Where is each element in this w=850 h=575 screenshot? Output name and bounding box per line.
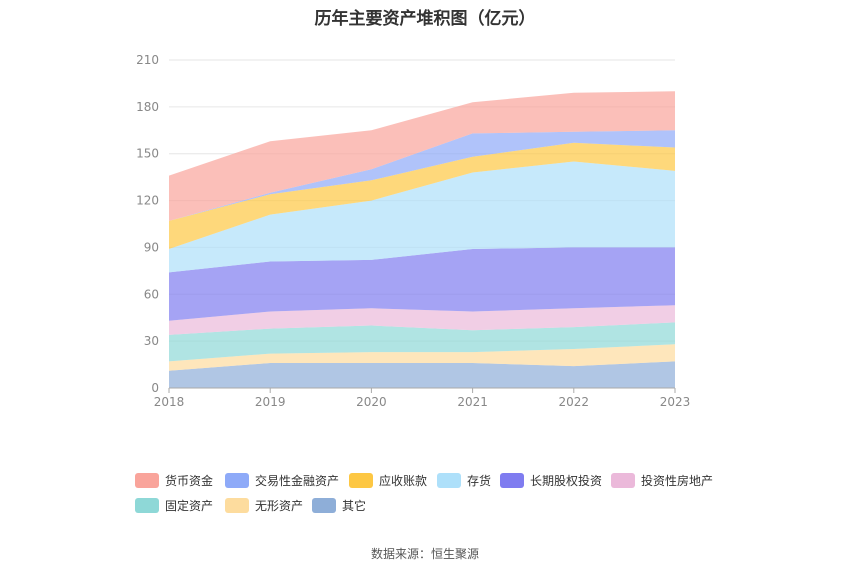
- legend-item-0[interactable]: 货币资金: [135, 472, 213, 489]
- area-交易性金融资产[interactable]: [169, 130, 675, 221]
- area-存货[interactable]: [169, 161, 675, 273]
- area-无形资产[interactable]: [169, 344, 675, 371]
- y-tick-label: 60: [144, 287, 159, 301]
- y-tick-label: 150: [136, 147, 159, 161]
- legend-swatch: [135, 498, 159, 513]
- legend-swatch: [437, 473, 461, 488]
- x-tick-label: 2023: [660, 395, 691, 409]
- area-货币资金[interactable]: [169, 91, 675, 221]
- x-tick-label: 2019: [255, 395, 286, 409]
- legend-swatch: [349, 473, 373, 488]
- area-长期股权投资[interactable]: [169, 247, 675, 321]
- legend-swatch: [611, 473, 635, 488]
- legend-item-5[interactable]: 投资性房地产: [611, 472, 713, 489]
- area-固定资产[interactable]: [169, 322, 675, 362]
- x-tick-label: 2021: [457, 395, 488, 409]
- legend-item-7[interactable]: 无形资产: [225, 497, 303, 514]
- y-tick-label: 90: [144, 240, 159, 254]
- y-tick-label: 180: [136, 100, 159, 114]
- legend-label: 交易性金融资产: [255, 474, 340, 488]
- area-应收账款[interactable]: [169, 142, 675, 249]
- legend-label: 投资性房地产: [641, 474, 714, 488]
- legend-item-1[interactable]: 交易性金融资产: [225, 472, 339, 489]
- legend-item-2[interactable]: 应收账款: [349, 472, 427, 489]
- legend-swatch: [135, 473, 159, 488]
- y-tick-label: 120: [136, 194, 159, 208]
- area-其它[interactable]: [169, 361, 675, 388]
- axes: 0 30 60 90 120 150 180 210 2018 2019 2020 2021 2022 2…: [136, 53, 690, 409]
- legend-item-3[interactable]: 存货: [437, 472, 491, 489]
- y-tick-label: 0: [151, 381, 159, 395]
- legend-label: 无形资产: [255, 499, 304, 513]
- legend-swatch: [225, 473, 249, 488]
- y-tick-label: 30: [144, 334, 159, 348]
- area-投资性房地产[interactable]: [169, 305, 675, 335]
- legend-swatch: [500, 473, 524, 488]
- data-source: 数据来源：恒生聚源: [370, 547, 479, 561]
- chart-title: 历年主要资产堆积图（亿元）: [314, 9, 536, 29]
- legend-label: 应收账款: [379, 474, 428, 488]
- legend-swatch: [312, 498, 336, 513]
- y-tick-label: 210: [136, 53, 159, 67]
- legend-label: 货币资金: [165, 474, 214, 488]
- legend-label: 其它: [342, 499, 367, 513]
- legend-label: 固定资产: [165, 499, 214, 513]
- legend-item-6[interactable]: 固定资产: [135, 497, 213, 514]
- area-series: [169, 91, 675, 388]
- legend-item-4[interactable]: 长期股权投资: [500, 472, 602, 489]
- legend-item-8[interactable]: 其它: [312, 497, 366, 514]
- legend-label: 存货: [467, 474, 492, 488]
- x-tick-label: 2020: [356, 395, 387, 409]
- x-tick-label: 2018: [154, 395, 185, 409]
- legend-swatch: [225, 498, 249, 513]
- legend-label: 长期股权投资: [530, 474, 603, 488]
- x-tick-label: 2022: [559, 395, 590, 409]
